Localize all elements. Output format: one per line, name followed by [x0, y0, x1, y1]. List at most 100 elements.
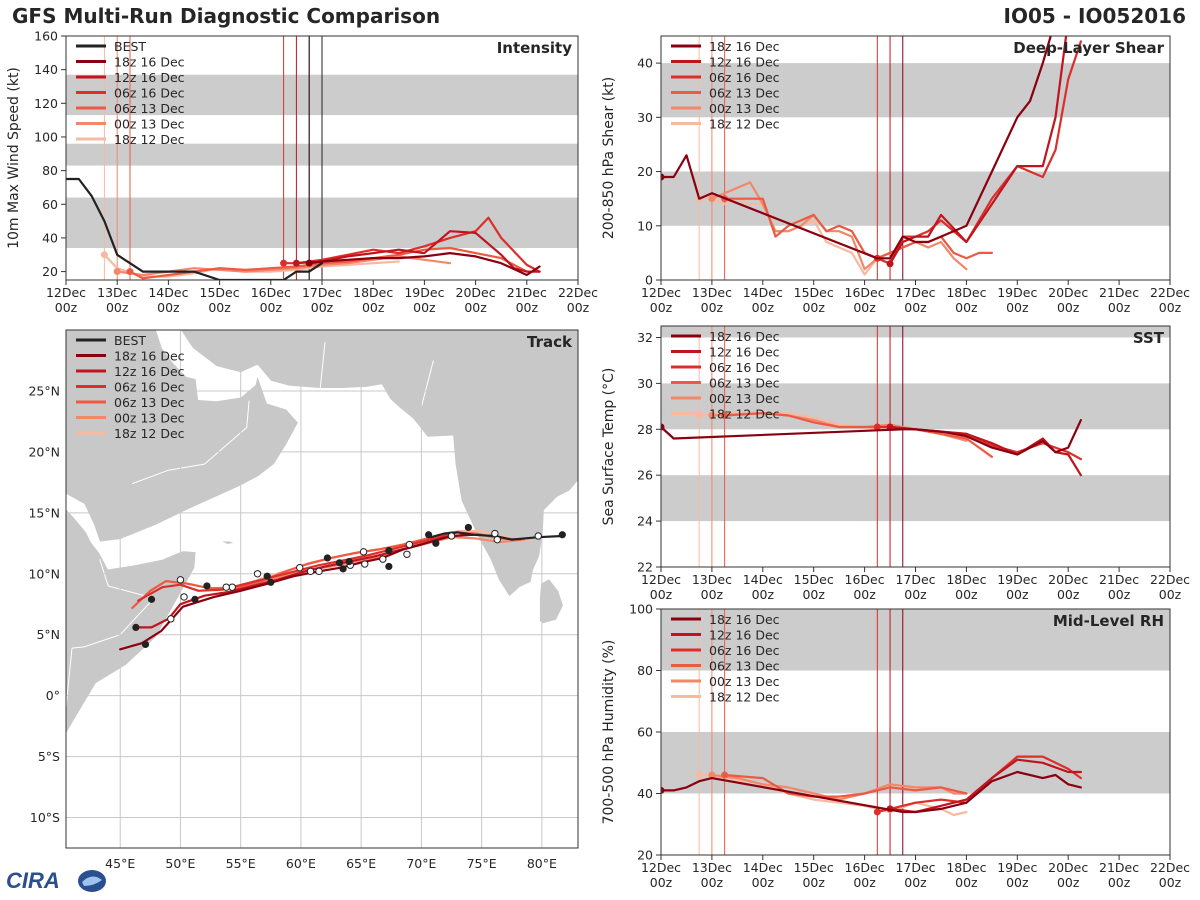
intensity-x-tick-label-day: 16Dec — [251, 285, 291, 300]
rh-x-tick-label-hour: 00z — [1057, 875, 1080, 890]
sst-legend-label: 12z 16 Dec — [709, 345, 780, 360]
africa-landmass — [66, 507, 197, 844]
track-open-marker — [361, 560, 369, 568]
track-filled-marker — [132, 623, 140, 631]
sst-x-tick-label-day: 21Dec — [1099, 572, 1139, 587]
rh-y-tick-label: 20 — [637, 848, 653, 863]
rh-x-tick-label-day: 16Dec — [845, 860, 885, 875]
rh-series-line — [723, 773, 968, 798]
sst-x-tick-label-day: 19Dec — [997, 572, 1037, 587]
intensity-x-tick-label-hour: 00z — [413, 300, 436, 315]
intensity-y-tick-label: 60 — [42, 197, 58, 212]
track-open-marker — [176, 576, 185, 584]
track-lon-label: 45°E — [105, 856, 135, 871]
intensity-series-start-marker — [280, 259, 288, 267]
sst-band — [661, 475, 1170, 522]
track-filled-marker — [339, 565, 347, 573]
sst-series-start-marker — [661, 423, 665, 431]
track-open-marker — [491, 529, 499, 538]
intensity-series-line — [282, 216, 541, 273]
track-legend-label: 18z 16 Dec — [114, 349, 185, 364]
rh-x-tick-label-day: 22Dec — [1150, 860, 1190, 875]
intensity-y-tick-label: 120 — [34, 96, 58, 111]
intensity-legend-label: 06z 16 Dec — [114, 86, 185, 101]
sst-y-tick-label: 22 — [637, 560, 653, 575]
track-filled-marker — [432, 539, 440, 547]
track-open-marker — [534, 532, 542, 540]
intensity-x-tick-label-hour: 00z — [567, 300, 590, 315]
rh-x-tick-label-hour: 00z — [904, 875, 927, 890]
rh-legend-label: 06z 16 Dec — [709, 643, 780, 658]
shear-series-line — [723, 197, 994, 260]
rh-band — [661, 732, 1170, 794]
shear-x-tick-label-day: 15Dec — [794, 285, 834, 300]
sst-x-tick-label-day: 18Dec — [946, 572, 986, 587]
intensity-x-tick-label-hour: 00z — [208, 300, 231, 315]
rh-legend-label: 18z 16 Dec — [709, 612, 780, 627]
logo-text: CIRA — [6, 868, 60, 893]
shear-y-tick-label: 0 — [645, 273, 653, 288]
track-open-marker — [379, 555, 387, 563]
intensity-x-tick-label-day: 20Dec — [456, 285, 496, 300]
rh-x-tick-label-day: 13Dec — [692, 860, 732, 875]
rh-band — [661, 609, 1170, 671]
sst-y-tick-label: 30 — [637, 376, 653, 391]
rh-x-tick-label-hour: 00z — [853, 875, 876, 890]
track-frame — [65, 329, 579, 849]
track-open-marker — [222, 583, 230, 591]
shear-series-line — [888, 36, 1068, 265]
sst-panel: 22242628303212Dec00z13Dec00z14Dec00z15De… — [601, 325, 1190, 602]
sst-legend-label: 06z 13 Dec — [709, 376, 780, 391]
track-filled-marker — [191, 595, 199, 603]
shear-series-start-marker — [708, 195, 716, 203]
rh-x-tick-label-hour: 00z — [1159, 875, 1182, 890]
sst-series-line — [723, 412, 994, 458]
country-border — [132, 463, 205, 485]
sst-y-tick-label: 32 — [637, 330, 653, 345]
intensity-legend-label: 18z 12 Dec — [114, 132, 185, 147]
intensity-x-tick-label-hour: 00z — [516, 300, 539, 315]
shear-series-start-marker — [661, 173, 665, 181]
track-lat-label: 20°N — [28, 444, 60, 459]
track-filled-marker — [335, 559, 344, 567]
sst-x-tick-label-hour: 00z — [1057, 587, 1080, 602]
sst-panel-title: SST — [1133, 329, 1165, 347]
track-legend-label: 00z 13 Dec — [114, 411, 185, 426]
track-filled-marker — [267, 578, 275, 586]
track-legend-label: BEST — [114, 333, 146, 348]
country-border — [71, 558, 155, 649]
intensity-x-tick-label-day: 14Dec — [148, 285, 188, 300]
sst-y-tick-label: 28 — [637, 422, 653, 437]
shear-x-tick-label-day: 21Dec — [1099, 285, 1139, 300]
sst-x-tick-label-day: 12Dec — [641, 572, 681, 587]
shear-legend-label: 18z 16 Dec — [709, 39, 780, 54]
shear-x-tick-label-hour: 00z — [752, 300, 775, 315]
intensity-legend-label: 00z 13 Dec — [114, 117, 185, 132]
track-panel-title: Track — [527, 333, 573, 351]
track-filled-marker — [345, 557, 353, 566]
sst-x-tick-label-hour: 00z — [802, 587, 825, 602]
rh-y-tick-label: 60 — [637, 725, 653, 740]
shear-panel: 01020304012Dec00z13Dec00z14Dec00z15Dec00… — [601, 35, 1190, 315]
rh-legend-label: 00z 13 Dec — [709, 674, 780, 689]
track-lon-label: 50°E — [165, 856, 195, 871]
shear-x-tick-label-day: 19Dec — [997, 285, 1037, 300]
shear-series-line — [661, 36, 1052, 260]
sst-series-line — [661, 419, 1083, 456]
track-filled-marker — [147, 595, 156, 603]
sst-series-start-marker — [873, 423, 881, 431]
rh-x-tick-label-day: 18Dec — [946, 860, 986, 875]
track-lat-label: 5°S — [38, 749, 60, 764]
intensity-series-start-marker — [113, 268, 121, 276]
rh-panel-title: Mid-Level RH — [1053, 612, 1164, 630]
shear-legend-label: 06z 13 Dec — [709, 86, 780, 101]
intensity-series-start-marker — [100, 251, 108, 259]
sst-x-tick-label-day: 20Dec — [1048, 572, 1088, 587]
track-lat-label: 5°N — [36, 627, 60, 642]
intensity-legend-label: 12z 16 Dec — [114, 70, 185, 85]
shear-legend-label: 00z 13 Dec — [709, 101, 780, 116]
intensity-series-line — [308, 252, 541, 277]
intensity-x-tick-label-hour: 00z — [106, 300, 129, 315]
rh-legend-label: 18z 12 Dec — [709, 690, 780, 705]
rh-x-tick-label-hour: 00z — [955, 875, 978, 890]
